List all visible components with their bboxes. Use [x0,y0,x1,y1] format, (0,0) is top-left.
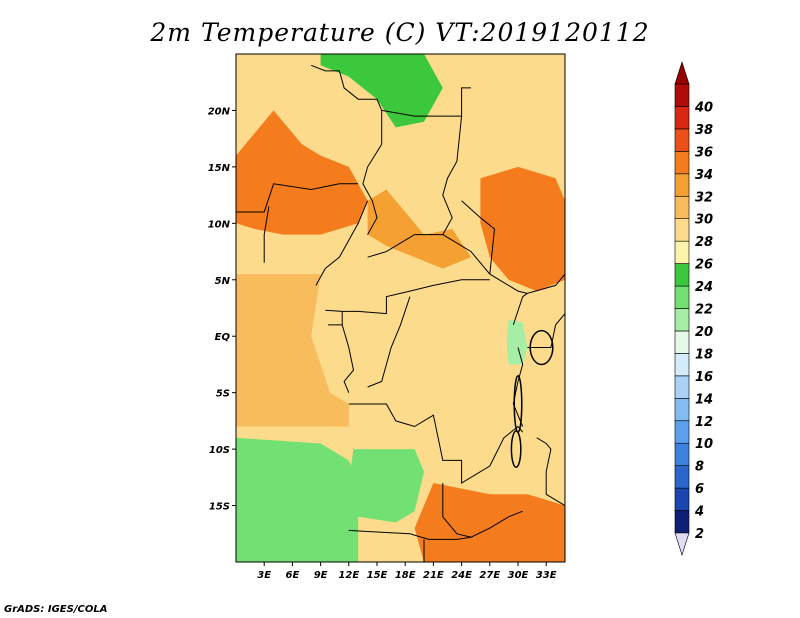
colorbar-swatch [674,218,690,242]
lat-tick-label: 15S [209,502,230,513]
colorbar-above-arrow [674,61,690,85]
colorbar-level-label: 14 [695,392,713,407]
temp-region-east-africa-highlands [506,319,528,365]
colorbar-level-label: 22 [695,303,713,318]
lat-tick-label: 10S [209,445,230,456]
temp-region-sahel-west [236,110,368,235]
colorbar-level-label: 12 [695,415,713,430]
colorbar-swatch [674,173,690,197]
colorbar-level-label: 32 [695,190,713,205]
colorbar-swatch [674,375,690,399]
lake-outline-0 [529,329,554,366]
lon-tick-label: 15E [367,570,388,581]
lon-tick-label: 33E [536,570,557,581]
colorbar-level-label: 4 [694,505,704,520]
border-line-13 [348,403,524,484]
colorbar-swatch [674,106,690,130]
colorbar-swatch [674,151,690,175]
colorbar-level-label: 26 [695,258,713,273]
border-line-9 [325,279,490,315]
colorbar-level-label: 34 [695,168,713,183]
lat-tick-label: 5N [215,276,231,287]
border-line-4 [442,234,565,294]
temp-region-gulf-of-guinea [236,274,349,427]
lat-tick-label: 10N [208,219,231,230]
colorbar-level-label: 38 [695,123,713,138]
colorbar-level-label: 36 [695,145,713,160]
colorbar-swatch [674,308,690,332]
lon-tick-label: 9E [314,570,328,581]
border-line-1 [362,144,383,235]
colorbar-swatch [674,128,690,152]
lat-tick-label: 15N [208,163,231,174]
lat-tick-label: EQ [215,332,231,343]
longitude-axis: 3E 6E 9E 12E 15E 18E 21E 24E 27E 30E 33E [257,562,557,581]
temp-region-southwest-coast [236,437,359,562]
lon-tick-label: 12E [338,570,359,581]
border-line-18 [527,313,565,348]
lon-tick-label: 21E [423,570,444,581]
lake-outline-2 [510,430,522,468]
colorbar-swatch [674,397,690,422]
colorbar-level-label: 28 [695,235,713,250]
lat-tick-label: 5S [216,389,230,400]
temp-region-zambia-south [414,483,565,562]
border-line-8 [315,200,369,286]
country-borders [236,64,565,562]
border-line-19 [512,292,528,326]
colorbar-swatch [674,330,690,354]
colorbar-swatch [674,83,690,107]
border-line-5 [461,200,496,275]
colorbar-swatch [674,420,690,444]
colorbar-below-arrow [674,532,690,556]
border-line-6 [236,183,359,213]
lon-tick-label: 6E [286,570,300,581]
colorbar-level-label: 6 [695,482,704,497]
chart-title: 2m Temperature (C) VT:2019120112 [150,18,650,47]
colorbar-level-label: 30 [695,213,713,228]
temp-region-south-sudan [480,166,565,292]
colorbar-level-label: 18 [695,347,713,362]
colorbar-swatch [674,487,690,511]
border-line-12 [367,296,411,388]
latitude-axis: 20N 15N 10N 5N EQ 5S 10S 15S [208,106,236,513]
colorbar-level-label: 16 [695,370,713,385]
colorbar-swatch [674,353,690,377]
lon-tick-label: 24E [451,570,472,581]
colorbar-level-label: 24 [695,280,713,295]
temp-region-chad-sudan [367,189,471,269]
colorbar-level-label: 40 [694,100,713,115]
lat-tick-label: 20N [208,106,231,117]
lon-tick-label: 27E [479,570,500,581]
lon-tick-label: 18E [395,570,416,581]
temp-region-sahara-north [320,54,443,128]
colorbar-swatch [674,263,690,287]
lon-tick-label: 3E [257,570,271,581]
colorbar-swatch [674,465,690,489]
border-line-0 [311,64,383,145]
border-line-3 [367,116,463,258]
border-line-2 [381,87,471,117]
border-line-20 [536,437,565,507]
colorbar-level-label: 2 [695,527,704,542]
border-line-17 [512,347,524,427]
lon-tick-label: 30E [508,570,529,581]
footer-credit: GrADS: IGES/COLA [4,604,108,615]
temp-region-angola-plateau [348,449,424,523]
colorbar-swatch [674,510,690,534]
colorbar-level-label: 10 [695,437,713,452]
border-line-11 [341,324,355,393]
colorbar-swatch [674,442,690,466]
border-line-7 [263,206,270,263]
colorbar-swatch [674,285,690,309]
colorbar-level-label: 20 [695,325,713,340]
colorbar-swatch [674,195,690,220]
colorbar-swatch [674,240,690,264]
colorbar-level-label: 8 [695,460,704,475]
border-line-15 [348,529,472,540]
map-frame [235,53,566,563]
temperature-field [236,54,565,562]
